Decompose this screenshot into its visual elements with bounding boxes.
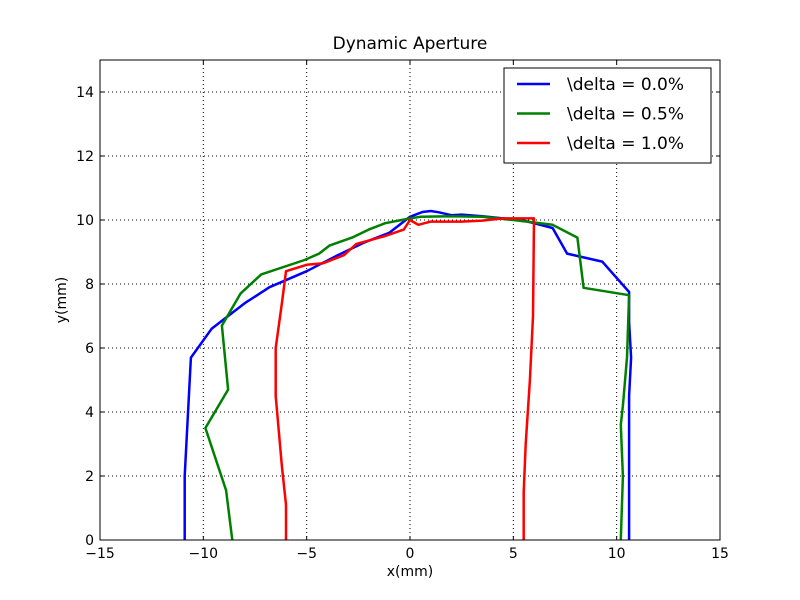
legend-entry-1: \delta = 0.5% bbox=[567, 105, 684, 125]
x-tick-label: −10 bbox=[189, 546, 219, 562]
series-line-1 bbox=[204, 214, 631, 541]
x-tick-label: 0 bbox=[406, 546, 415, 562]
chart-title: Dynamic Aperture bbox=[333, 34, 488, 54]
y-tick-label: 14 bbox=[76, 85, 94, 101]
x-tick-label: 5 bbox=[509, 546, 518, 562]
legend-entry-0: \delta = 0.0% bbox=[567, 75, 684, 95]
x-tick-label: 10 bbox=[608, 546, 626, 562]
legend-entry-2: \delta = 1.0% bbox=[567, 134, 684, 154]
series-line-0 bbox=[183, 209, 633, 540]
y-tick-label: 0 bbox=[85, 533, 94, 549]
x-tick-label: 15 bbox=[711, 546, 729, 562]
legend: \delta = 0.0% \delta = 0.5% \delta = 1.0% bbox=[503, 67, 712, 164]
series-line-2 bbox=[274, 217, 536, 540]
y-tick-label: 4 bbox=[85, 405, 94, 421]
y-axis-label: y(mm) bbox=[54, 277, 70, 323]
y-tick-label: 6 bbox=[85, 341, 94, 357]
y-tick-label: 2 bbox=[85, 469, 94, 485]
y-tick-label: 12 bbox=[76, 149, 94, 165]
y-tick-label: 10 bbox=[76, 213, 94, 229]
x-tick-label: −5 bbox=[296, 546, 317, 562]
x-axis-label: x(mm) bbox=[387, 564, 433, 580]
x-tick-label: −15 bbox=[85, 546, 115, 562]
y-tick-label: 8 bbox=[85, 277, 94, 293]
